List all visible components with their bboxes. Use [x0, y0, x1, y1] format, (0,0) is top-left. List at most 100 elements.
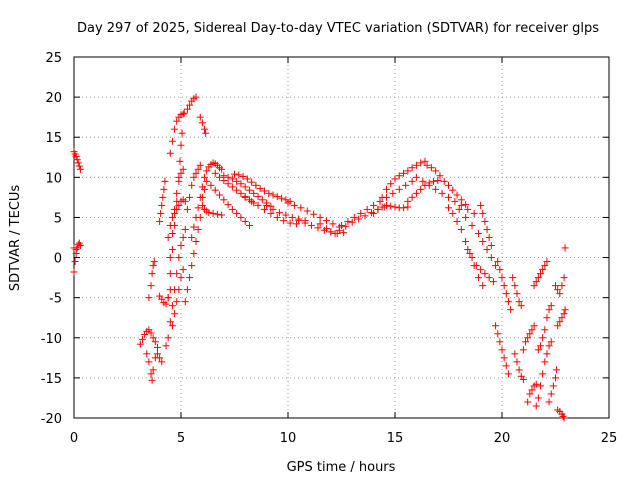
- data-point: [290, 201, 298, 209]
- data-point: [329, 220, 337, 228]
- data-point: [260, 187, 268, 195]
- series-arc-36: [455, 205, 500, 270]
- data-point: [534, 394, 542, 402]
- data-point: [198, 183, 206, 191]
- data-point: [477, 201, 485, 209]
- series-arc-19: [198, 201, 226, 219]
- data-point: [310, 210, 318, 218]
- series-arc-49: [552, 244, 569, 298]
- data-point: [417, 185, 425, 193]
- data-point: [145, 358, 153, 366]
- data-point: [500, 354, 508, 362]
- plot-frame: [73, 56, 610, 419]
- data-point: [157, 209, 165, 217]
- data-point: [168, 322, 176, 330]
- data-point: [560, 414, 568, 422]
- y-tick-label: 15: [45, 131, 62, 146]
- data-point: [173, 117, 181, 125]
- data-point: [445, 181, 452, 189]
- data-point: [218, 211, 226, 219]
- data-point: [237, 189, 245, 197]
- data-point: [216, 173, 224, 181]
- data-point: [513, 358, 521, 366]
- series-arc-46: [534, 302, 555, 354]
- data-point: [164, 334, 172, 342]
- data-point: [303, 207, 311, 215]
- data-point: [526, 330, 534, 338]
- data-point: [166, 221, 174, 229]
- data-point: [280, 217, 288, 225]
- data-point: [481, 217, 489, 225]
- data-point: [498, 274, 506, 282]
- data-point: [468, 221, 476, 229]
- data-point: [558, 314, 566, 322]
- series-arc-30: [370, 201, 412, 217]
- data-point: [173, 189, 181, 197]
- data-point: [205, 209, 213, 217]
- data-point: [260, 205, 268, 213]
- data-point: [256, 185, 264, 193]
- series-arc-31: [378, 157, 429, 201]
- data-point: [537, 270, 545, 278]
- data-point: [350, 213, 358, 221]
- data-point: [179, 110, 187, 118]
- data-point: [342, 222, 350, 230]
- series-arc-20: [203, 177, 253, 229]
- data-point: [515, 366, 523, 374]
- series-arc-42: [511, 350, 527, 383]
- data-point: [378, 203, 386, 211]
- data-point: [481, 270, 489, 278]
- data-point: [327, 228, 335, 236]
- data-point: [243, 175, 251, 183]
- data-point: [73, 156, 81, 164]
- series-arc-33: [423, 161, 470, 209]
- data-point: [560, 310, 568, 318]
- chart-title: Day 297 of 2025, Sidereal Day-to-day VTE…: [77, 21, 599, 36]
- data-point: [412, 189, 420, 197]
- data-point: [404, 197, 412, 205]
- data-point: [425, 181, 433, 189]
- data-point: [382, 185, 390, 193]
- data-point: [412, 161, 420, 169]
- data-point: [166, 149, 174, 157]
- series-arc-10: [164, 129, 186, 302]
- data-point: [158, 358, 166, 366]
- data-point: [561, 306, 569, 314]
- data-point: [404, 167, 412, 175]
- series-arc-35: [445, 204, 487, 290]
- data-point: [432, 167, 440, 175]
- data-point: [464, 205, 472, 213]
- data-point: [513, 290, 521, 298]
- data-point: [168, 213, 176, 221]
- data-point: [201, 173, 209, 181]
- data-point: [153, 350, 161, 358]
- data-point: [74, 159, 82, 167]
- data-point: [175, 254, 183, 262]
- data-point: [173, 205, 181, 213]
- data-point: [340, 229, 348, 237]
- data-point: [543, 258, 551, 266]
- y-tick-label: -5: [49, 292, 62, 307]
- data-point: [537, 382, 545, 390]
- y-axis-label: SDTVAR / TECUs: [8, 185, 23, 292]
- y-tick-label: 5: [54, 211, 62, 226]
- data-point: [558, 282, 566, 290]
- data-point: [241, 217, 249, 225]
- data-point: [149, 334, 157, 342]
- data-point: [355, 215, 363, 223]
- data-point: [237, 180, 245, 188]
- data-point: [554, 286, 562, 294]
- data-point: [176, 157, 184, 165]
- data-point: [286, 219, 294, 227]
- data-point: [166, 270, 174, 278]
- data-point: [552, 374, 559, 382]
- data-point: [252, 181, 260, 189]
- series-arc-39: [494, 258, 515, 314]
- data-point: [502, 290, 510, 298]
- data-point: [449, 186, 457, 194]
- data-point: [541, 326, 549, 334]
- data-point: [400, 204, 408, 212]
- series-arc-05: [145, 258, 158, 302]
- data-point: [487, 242, 495, 250]
- data-point: [374, 205, 382, 213]
